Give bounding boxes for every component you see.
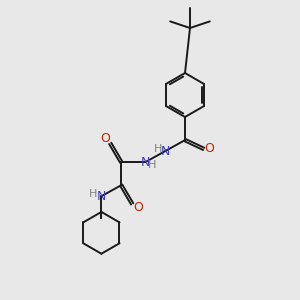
Text: N: N [160, 145, 170, 158]
Text: N: N [97, 190, 106, 203]
Text: O: O [204, 142, 214, 155]
Text: H: H [148, 160, 157, 170]
Text: H: H [154, 144, 162, 154]
Text: O: O [133, 201, 143, 214]
Text: H: H [89, 189, 98, 199]
Text: O: O [100, 132, 110, 145]
Text: N: N [141, 156, 150, 169]
